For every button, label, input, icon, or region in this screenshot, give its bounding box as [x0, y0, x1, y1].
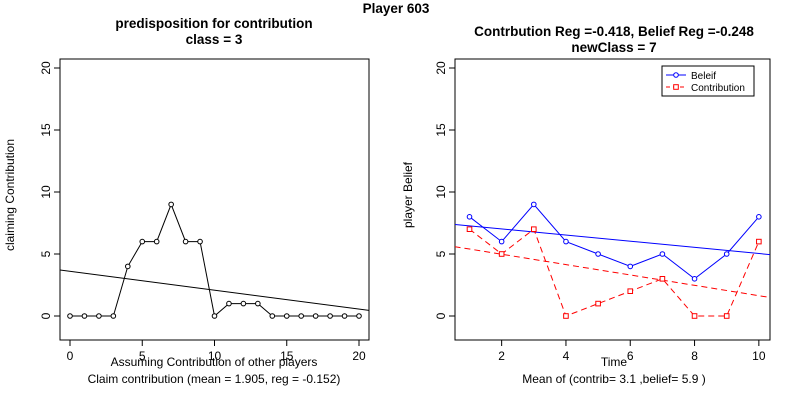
right-data-point: [659, 251, 666, 257]
left-series-line-0: [70, 203, 359, 317]
right-data-point: [498, 238, 505, 245]
left-y-tick-label: 5: [39, 250, 53, 257]
right-data-point: [466, 214, 473, 220]
right-data-point: [756, 214, 762, 220]
left-data-point: [255, 300, 261, 307]
right-series-line-beleif: [469, 203, 760, 280]
left-data-point: [182, 238, 189, 245]
right-data-point: [691, 276, 698, 282]
left-data-point: [226, 300, 232, 307]
left-y-tick-label: 15: [39, 123, 53, 137]
left-data-point: [312, 313, 319, 319]
right-data-point: [627, 263, 634, 270]
right-chart-title: Contrbution Reg =-0.418, Belief Reg =-0.…: [474, 24, 754, 39]
right-data-point: [531, 201, 537, 208]
left-y-tick-label: 10: [39, 185, 53, 199]
left-data-point: [283, 313, 290, 319]
left-plot-frame: [59, 58, 370, 341]
legend-marker-contribution: [673, 84, 679, 90]
right-y-tick-label: 20: [434, 61, 448, 75]
right-data-point: [691, 313, 698, 319]
right-data-point: [498, 251, 505, 257]
left-data-point: [240, 300, 247, 307]
right-y-tick-label: 10: [434, 185, 448, 199]
legend-box: [661, 65, 755, 97]
right-plot-frame: [454, 58, 771, 341]
left-x-axis-label: Assuming Contribution of other players: [111, 355, 318, 369]
left-data-point: [96, 313, 102, 319]
left-data-point: [81, 313, 88, 319]
right-y-tick-label: 0: [434, 312, 448, 319]
left-chart-title: predisposition for contribution: [115, 16, 312, 31]
left-x-tick-label: 0: [67, 349, 74, 363]
right-data-point: [659, 276, 666, 282]
right-x-tick-label: 10: [752, 349, 766, 363]
legend-label-beleif: Beleif: [691, 71, 716, 82]
right-data-point: [756, 238, 762, 245]
left-data-point: [341, 313, 348, 319]
right-y-axis-label: player Belief: [401, 161, 415, 228]
right-data-point: [466, 226, 473, 232]
left-chart: predisposition for contribution class = …: [3, 16, 370, 386]
left-caption: Claim contribution (mean = 1.905, reg = …: [88, 372, 341, 386]
right-data-point: [723, 313, 730, 319]
left-data-point: [153, 238, 160, 245]
left-data-point: [139, 238, 146, 245]
left-x-tick-label: 20: [352, 349, 366, 363]
right-x-tick-label: 2: [498, 349, 505, 363]
left-data-point: [168, 201, 174, 208]
right-data-point: [563, 313, 569, 319]
left-y-tick-label: 20: [39, 61, 53, 75]
left-y-axis-label: claiming Contribution: [3, 139, 17, 251]
left-data-point: [327, 313, 333, 319]
left-data-point: [298, 313, 305, 319]
right-x-tick-label: 8: [691, 349, 698, 363]
right-y-tick-label: 15: [434, 123, 448, 137]
right-regression-line-0: [455, 223, 770, 256]
right-data-point: [595, 300, 601, 307]
left-x-tick-label: 5: [139, 349, 146, 363]
right-data-point: [531, 226, 537, 232]
left-data-point: [269, 313, 276, 319]
right-legend: Beleif Contribution: [661, 65, 755, 97]
left-data-layer: [60, 201, 369, 319]
left-data-point: [67, 313, 73, 319]
right-y-tick-label: 5: [434, 250, 448, 257]
right-x-tick-label: 4: [563, 349, 570, 363]
left-data-point: [356, 313, 362, 319]
right-data-layer: [455, 201, 770, 319]
right-caption: Mean of (contrib= 3.1 ,belief= 5.9 ): [522, 372, 705, 386]
right-x-tick-label: 6: [627, 349, 634, 363]
left-chart-subtitle: class = 3: [186, 32, 243, 47]
right-x-ticks: 2 4 6 8 10: [498, 340, 766, 363]
left-x-ticks: 0 5 10 15 20: [67, 340, 366, 363]
left-data-point: [110, 313, 117, 319]
left-data-point: [125, 263, 131, 270]
right-regression-line-1: [455, 246, 770, 298]
left-data-point: [211, 313, 218, 319]
left-x-tick-label: 15: [280, 349, 294, 363]
right-data-point: [627, 288, 634, 294]
right-data-point: [723, 251, 730, 257]
left-y-ticks: 0 5 10 15 20: [39, 61, 60, 319]
right-y-ticks: 0 5 10 15 20: [434, 61, 455, 319]
left-data-point: [197, 238, 203, 245]
right-series-line-contribution: [469, 228, 760, 317]
right-chart: Contrbution Reg =-0.418, Belief Reg =-0.…: [401, 24, 771, 386]
legend-marker-beleif: [673, 72, 679, 78]
left-y-tick-label: 0: [39, 312, 53, 319]
right-data-point: [563, 238, 569, 245]
left-x-tick-label: 10: [208, 349, 222, 363]
right-chart-subtitle: newClass = 7: [571, 40, 656, 55]
right-data-point: [595, 251, 601, 257]
right-x-axis-label: Time: [601, 355, 628, 369]
legend-label-contribution: Contribution: [691, 83, 745, 94]
left-regression-line-0: [60, 269, 369, 311]
figure-title: Player 603: [363, 1, 430, 16]
